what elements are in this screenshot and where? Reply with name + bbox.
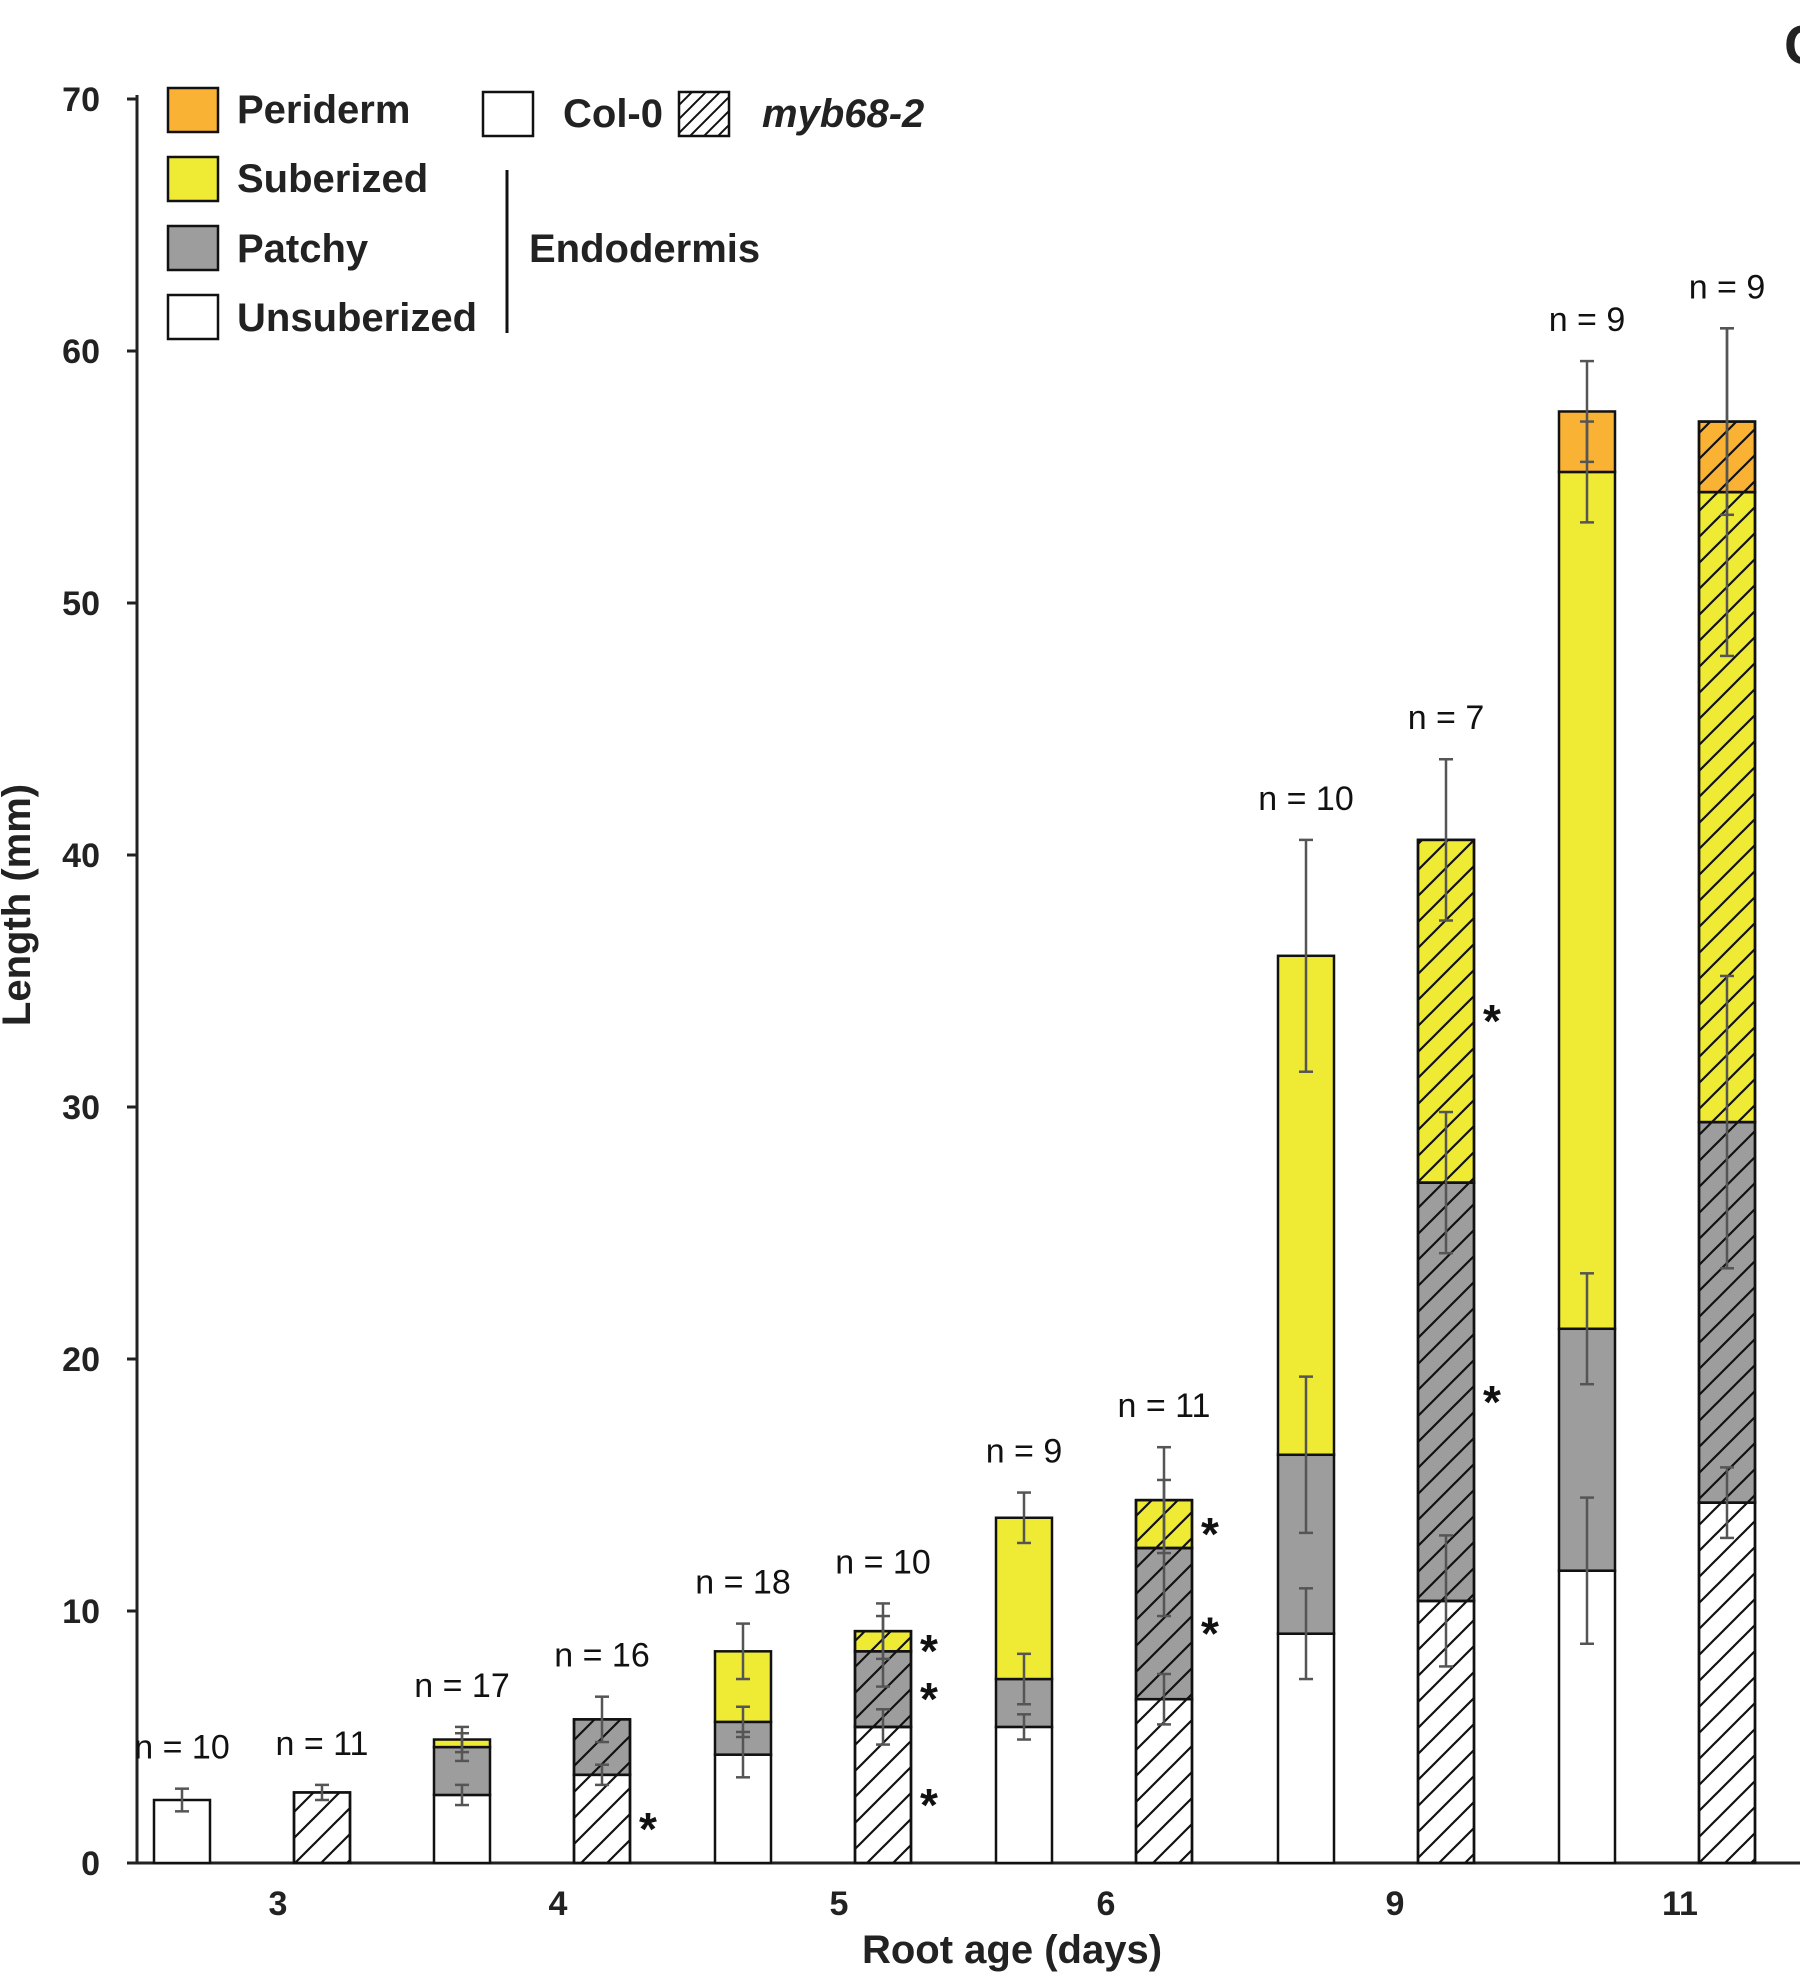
y-tick-label: 60 <box>62 333 100 371</box>
significance-star: * <box>1483 995 1501 1047</box>
x-ticks: 3 4 5 6 9 11 <box>269 1885 1698 1923</box>
x-tick-label: 5 <box>830 1885 849 1923</box>
n-label: n = 10 <box>1258 780 1353 818</box>
legend-label-endodermis: Endodermis <box>529 227 760 271</box>
bar-hatch-unsuberized <box>292 1791 352 1865</box>
legend-swatch-suberized <box>166 155 220 203</box>
legend-label-unsuberized: Unsuberized <box>237 296 477 340</box>
legend-swatch-unsuberized <box>166 293 220 341</box>
x-axis-title: Root age (days) <box>862 1928 1162 1972</box>
bars: n = 10 n = 11n = 17n = 16*n = 18n = 10***… <box>134 268 1766 1865</box>
n-label: n = 7 <box>1408 699 1485 737</box>
n-label: n = 9 <box>1689 268 1766 306</box>
x-tick-label: 9 <box>1386 1885 1405 1923</box>
legend-swatch-myb68 <box>677 90 731 138</box>
n-label: n = 16 <box>554 1637 649 1675</box>
n-label: n = 11 <box>276 1725 369 1763</box>
bar-segment-unsuberized <box>432 1793 492 1865</box>
n-label: n = 18 <box>695 1564 790 1602</box>
significance-star: * <box>1201 1608 1219 1660</box>
significance-star: * <box>920 1779 938 1831</box>
y-axis-title: Length (mm) <box>0 784 39 1026</box>
y-tick-label: 50 <box>62 585 100 623</box>
n-label: n = 9 <box>1549 301 1626 339</box>
legend-label-periderm: Periderm <box>237 88 410 132</box>
n-label: n = 9 <box>986 1433 1063 1471</box>
y-tick-label: 10 <box>62 1593 100 1631</box>
y-tick-label: 70 <box>62 81 100 119</box>
y-tick-label: 0 <box>81 1845 100 1883</box>
bar-segment-unsuberized <box>994 1725 1054 1865</box>
significance-star: * <box>1483 1376 1501 1428</box>
panel-label: C <box>1784 13 1800 76</box>
x-tick-label: 6 <box>1097 1885 1116 1923</box>
bar-hatch-unsuberized <box>572 1773 632 1865</box>
bar-hatch-unsuberized <box>1134 1697 1194 1865</box>
bar-hatch-unsuberized <box>1697 1501 1757 1865</box>
significance-star: * <box>1201 1508 1219 1560</box>
bar-segment-suberized <box>1557 470 1617 1331</box>
legend-swatch-periderm <box>166 86 220 134</box>
y-ticks: 0 10 20 30 40 50 60 70 <box>62 81 137 1883</box>
n-label: n = 10 <box>835 1543 930 1581</box>
legend-label-myb68: myb68-2 <box>762 92 924 136</box>
y-tick-label: 20 <box>62 1341 100 1379</box>
x-tick-label: 4 <box>549 1885 568 1923</box>
y-tick-label: 30 <box>62 1089 100 1127</box>
legend-swatch-patchy <box>166 224 220 272</box>
legend-swatch-col0 <box>481 90 535 138</box>
n-label: n = 17 <box>414 1667 509 1705</box>
legend-label-patchy: Patchy <box>237 227 369 271</box>
bar-hatch-unsuberized <box>853 1725 913 1865</box>
significance-star: * <box>920 1673 938 1725</box>
x-tick-label: 11 <box>1662 1885 1698 1923</box>
n-label: n = 11 <box>1118 1387 1211 1425</box>
significance-star: * <box>639 1803 657 1855</box>
legend-label-col0: Col-0 <box>563 92 663 136</box>
significance-star: * <box>920 1625 938 1677</box>
y-tick-label: 40 <box>62 837 100 875</box>
n-label: n = 10 <box>134 1729 229 1767</box>
x-tick-label: 3 <box>269 1885 288 1923</box>
legend: Periderm Suberized Patchy Unsuberized En… <box>166 86 924 341</box>
legend-label-suberized: Suberized <box>237 157 428 201</box>
